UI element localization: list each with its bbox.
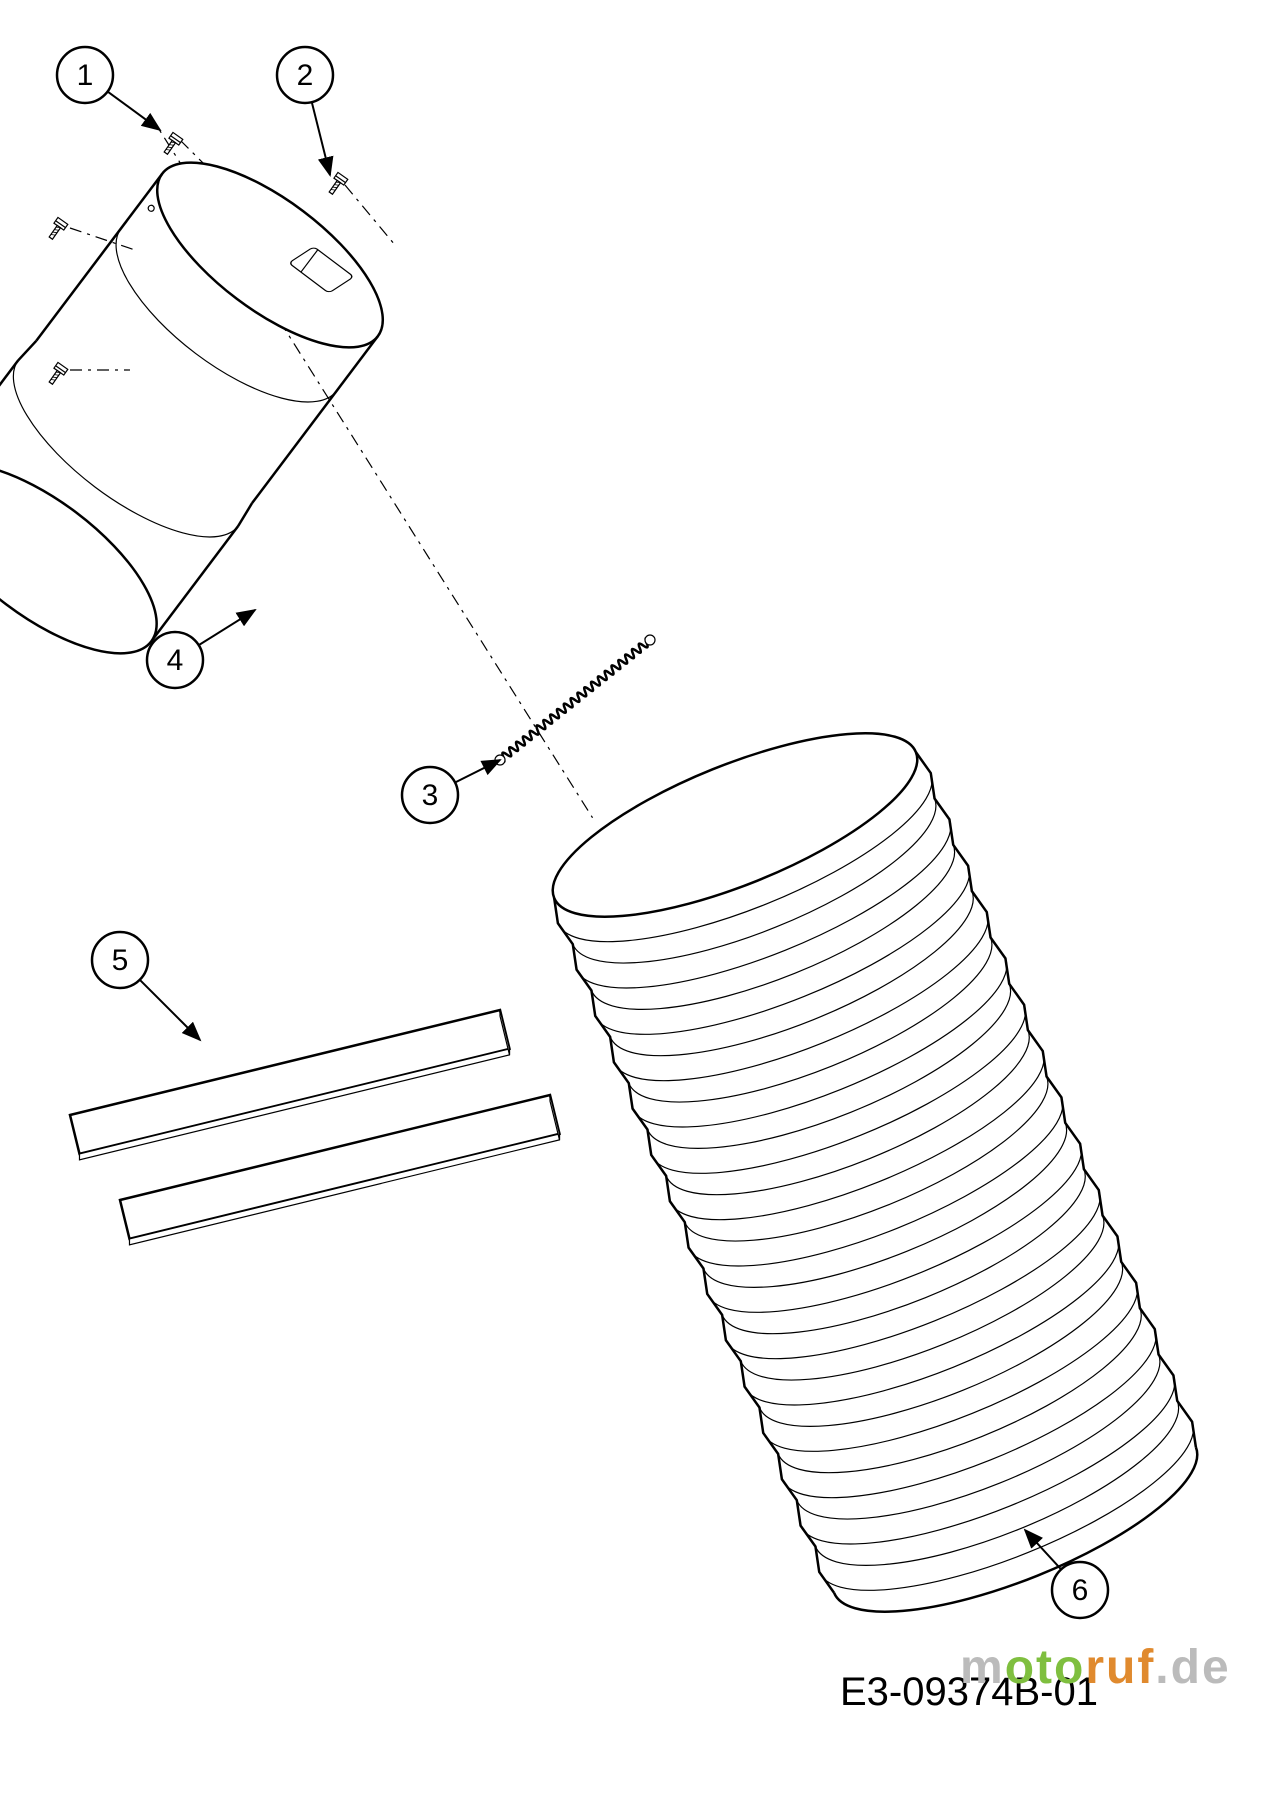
- part-spring: [495, 635, 655, 765]
- callout-label: 4: [167, 644, 184, 677]
- callout-label: 2: [297, 59, 314, 92]
- document-id: E3-09374B-01: [840, 1670, 1098, 1715]
- parts-diagram: 1 2 3 4 5 6: [0, 0, 1272, 1800]
- part-housing: [0, 128, 413, 687]
- callout-label: 3: [422, 779, 439, 812]
- callout-label: 1: [77, 59, 94, 92]
- part-hose: [526, 694, 1224, 1651]
- callout-label: 5: [112, 944, 129, 977]
- part-strips: [70, 1010, 559, 1245]
- callout-label: 6: [1072, 1574, 1089, 1607]
